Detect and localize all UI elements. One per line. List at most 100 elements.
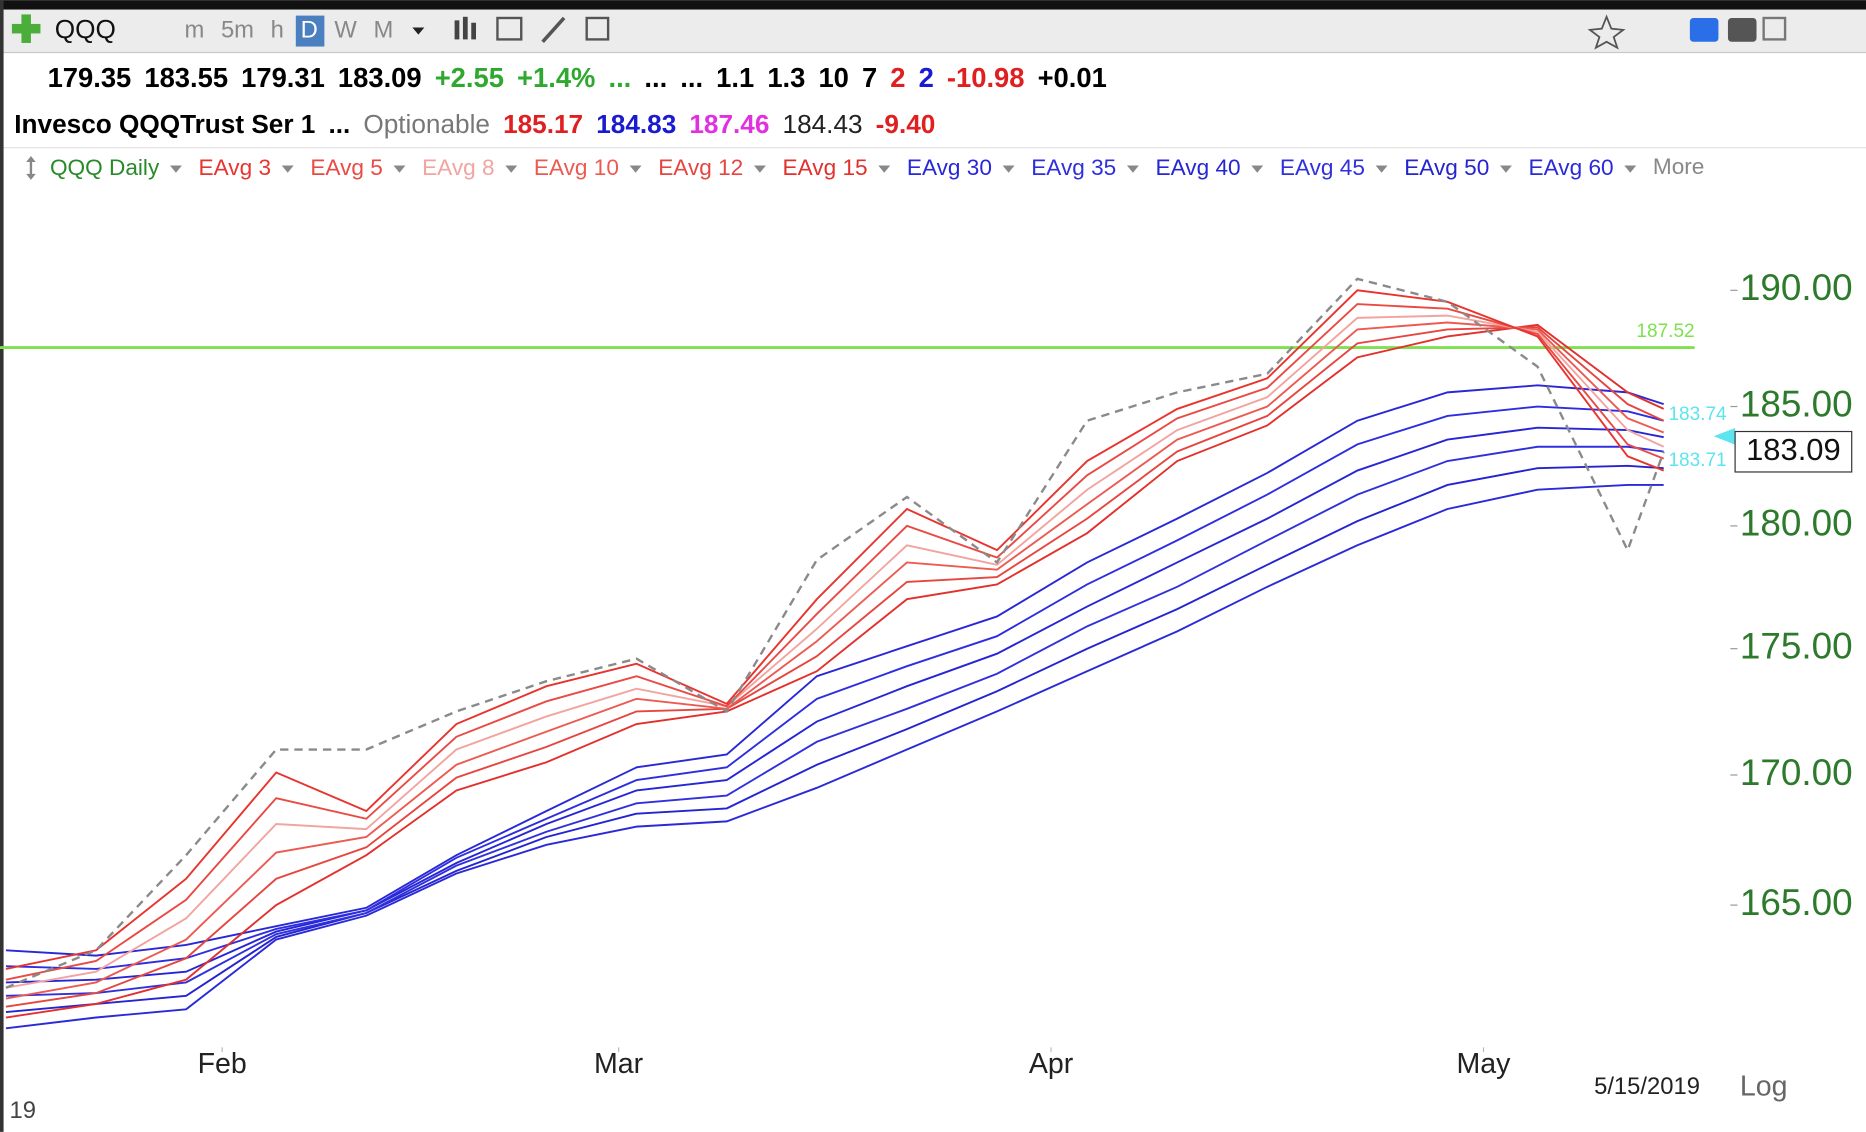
icon[interactable] [454,20,460,40]
quote-value: ... [608,62,631,93]
icon [462,16,468,40]
ema-line [5,323,1665,1019]
dropdown-arrow[interactable] [629,165,642,173]
legend-entry[interactable]: QQQ Daily [50,155,160,180]
star-icon[interactable] [1587,14,1626,50]
ema-line [5,289,1665,970]
interval[interactable]: M [374,16,394,43]
dropdown-arrow[interactable] [281,165,294,173]
price-line [5,277,1665,989]
interval[interactable]: 5m [221,16,254,43]
plot: 165.00 170.00 175.00 180.00 185.00 190.00 Feb M… [0,267,1853,1080]
interval[interactable]: W [334,16,357,43]
dropdown-arrow[interactable] [412,27,425,35]
legend-entry[interactable]: EAvg 8 [422,155,494,180]
y-tick-label: 165.00 [1740,882,1853,923]
legend-entry[interactable]: EAvg 10 [534,155,619,180]
legend-entry[interactable]: EAvg 30 [907,155,992,180]
quote-value: 179.35 [48,62,132,93]
price-marker: 183.71 [1668,450,1726,471]
ema-line [5,326,1665,1008]
s-icon[interactable] [1689,17,1719,42]
icon[interactable] [496,16,523,41]
dropdown-arrow[interactable] [1002,165,1015,173]
left-border [0,0,4,1132]
icon[interactable] [1762,16,1787,41]
legend-entry[interactable]: EAvg 60 [1529,155,1614,180]
ema-line [5,405,1664,970]
dropdown-arrow[interactable] [1251,165,1264,173]
intervals: m 5m h D W M [184,15,425,47]
quote: 179.35 183.55 179.31 183.09 +2.55 +1.4%......… [14,62,1107,139]
ema-line [5,426,1664,984]
legend-entry[interactable]: EAvg 50 [1404,155,1489,180]
ema-line [5,321,1665,1000]
corner-label: 19 [10,1097,36,1124]
quote-value: Invesco QQQTrust Ser 1 [14,109,315,139]
dropdown-arrow[interactable] [753,165,766,173]
ema-line [5,464,1664,1013]
x-tick-label: Mar [594,1048,644,1080]
dropdown-arrow[interactable] [1499,165,1512,173]
icon[interactable] [585,16,610,41]
legend-entry[interactable]: EAvg 5 [310,155,383,180]
x-tick-label: Apr [1029,1048,1074,1080]
ema-line [5,445,1664,997]
plus-v [21,14,31,43]
toolbar-icons [454,14,1787,50]
interval[interactable]: m [184,16,204,43]
more-button[interactable]: More [1653,154,1705,179]
quote-value: 187.46 [689,109,769,139]
sort-icon [26,156,36,180]
legend-entry[interactable]: EAvg 40 [1156,155,1241,180]
ema-line [5,484,1664,1030]
dropdown-arrow[interactable] [1375,165,1388,173]
scale-toggle[interactable]: Log [1740,1070,1788,1102]
dropdown-arrow[interactable] [393,165,406,173]
y-tick-label: 175.00 [1740,625,1853,666]
dropdown-arrow[interactable] [878,165,891,173]
quote-value: 184.83 [596,109,676,139]
y-tick-label: 170.00 [1740,752,1853,793]
quote-value: 1.3 [767,62,805,93]
x-tick-label: Feb [198,1048,247,1080]
last-price-arrow [1713,427,1736,445]
quote-value: ... [680,62,703,93]
y-tick-label: 190.00 [1740,267,1853,308]
quote-value: 183.09 [338,62,422,93]
legend-entry[interactable]: EAvg 12 [658,155,743,180]
add-icon[interactable] [11,14,41,43]
x-tick-label: May [1457,1048,1512,1080]
dropdown-arrow[interactable] [1126,165,1139,173]
legend-entry[interactable]: EAvg 15 [783,155,868,180]
quote-value: 2 [890,62,905,93]
symbol[interactable]: QQQ [55,14,116,44]
icon [471,22,477,40]
dropdown-arrow[interactable] [169,165,182,173]
ema-line [5,303,1665,981]
quote-value: 1.1 [716,62,754,93]
legend-entry[interactable]: EAvg 35 [1031,155,1116,180]
quote-value: -9.40 [876,109,936,139]
icon[interactable] [541,16,566,43]
legend-entry[interactable]: EAvg 45 [1280,155,1365,180]
quote-value: 184.43 [783,109,863,139]
last-price-box [1734,430,1853,473]
legend-entry[interactable]: EAvg 3 [199,155,272,180]
quote-value: 179.31 [241,62,325,93]
interval[interactable]: h [271,16,284,43]
y-tick-label: 185.00 [1740,383,1853,424]
ema-line [5,314,1665,989]
quote-value: 7 [862,62,877,93]
price-marker: 183.74 [1668,404,1727,425]
date-label: 5/15/2019 [1594,1073,1700,1100]
t-icon[interactable] [1727,17,1757,42]
y-tick-label: 180.00 [1740,503,1853,544]
dropdown-arrow[interactable] [505,165,518,173]
quote-value: +0.01 [1038,62,1107,93]
interval[interactable]: D [301,16,318,43]
quote-value: Optionable [363,109,490,139]
quote-value: -10.98 [947,62,1025,93]
dropdown-arrow[interactable] [1624,165,1637,173]
